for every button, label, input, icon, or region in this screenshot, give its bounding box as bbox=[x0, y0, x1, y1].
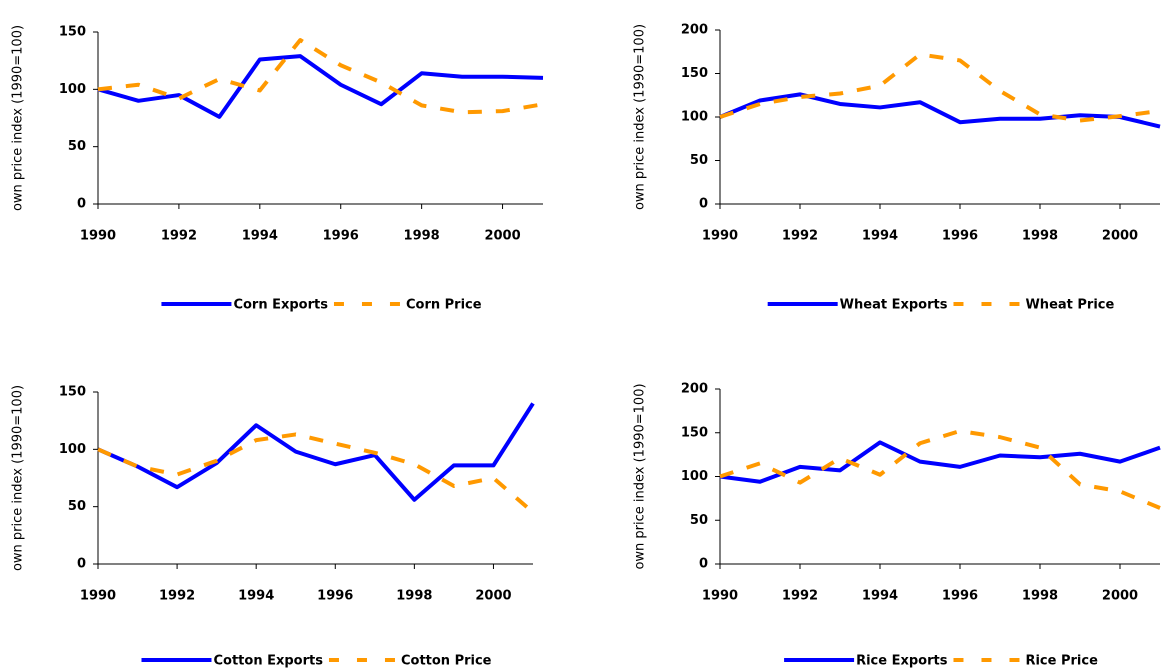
y-tick-label: 150 bbox=[59, 385, 86, 400]
x-tick-label: 1998 bbox=[396, 589, 432, 604]
y-tick-label: 200 bbox=[681, 382, 708, 397]
y-axis-label: own price index (1990=100) bbox=[633, 383, 648, 569]
y-tick-label: 150 bbox=[59, 25, 86, 40]
y-tick-label: 0 bbox=[699, 197, 708, 212]
series-line bbox=[719, 429, 1161, 510]
y-tick-label: 0 bbox=[77, 197, 86, 212]
x-tick-label: 1992 bbox=[782, 589, 818, 604]
x-tick-label: 1994 bbox=[238, 589, 274, 604]
y-tick-label: 50 bbox=[690, 153, 708, 168]
series-line bbox=[97, 38, 544, 115]
y-tick-label: 50 bbox=[68, 499, 86, 514]
y-tick-label: 150 bbox=[681, 425, 708, 440]
x-tick-label: 2000 bbox=[1102, 229, 1138, 244]
x-tick-label: 1992 bbox=[159, 589, 195, 604]
x-tick-label: 1994 bbox=[862, 589, 898, 604]
x-tick-label: 1990 bbox=[702, 229, 738, 244]
series-line bbox=[97, 402, 535, 502]
x-tick-label: 1990 bbox=[80, 589, 116, 604]
series-line bbox=[719, 52, 1161, 123]
x-tick-label: 2000 bbox=[484, 229, 520, 244]
y-tick-label: 100 bbox=[681, 469, 708, 484]
series-line bbox=[97, 54, 544, 119]
series-line bbox=[719, 92, 1161, 129]
x-tick-label: 1994 bbox=[862, 229, 898, 244]
legend-label: Wheat Exports bbox=[840, 298, 948, 313]
x-tick-label: 1996 bbox=[323, 229, 359, 244]
y-tick-label: 200 bbox=[681, 23, 708, 38]
x-tick-label: 1990 bbox=[80, 229, 116, 244]
x-tick-label: 1998 bbox=[1022, 589, 1058, 604]
legend-label: Rice Price bbox=[1025, 654, 1098, 669]
x-tick-label: 1998 bbox=[1022, 229, 1058, 244]
y-tick-label: 100 bbox=[59, 82, 86, 97]
x-tick-label: 1996 bbox=[317, 589, 353, 604]
y-axis-label: own price index (1990=100) bbox=[11, 25, 26, 211]
series-line bbox=[719, 440, 1161, 484]
y-tick-label: 150 bbox=[681, 66, 708, 81]
legend-label: Rice Exports bbox=[856, 654, 948, 669]
y-axis-label: own price index (1990=100) bbox=[633, 24, 648, 210]
y-tick-label: 100 bbox=[681, 110, 708, 125]
legend-label: Cotton Exports bbox=[213, 654, 323, 669]
x-tick-label: 1998 bbox=[404, 229, 440, 244]
x-tick-label: 1990 bbox=[702, 589, 738, 604]
y-tick-label: 0 bbox=[77, 557, 86, 572]
legend-label: Corn Price bbox=[406, 298, 482, 313]
x-tick-label: 1992 bbox=[161, 229, 197, 244]
y-tick-label: 50 bbox=[68, 139, 86, 154]
x-tick-label: 1992 bbox=[782, 229, 818, 244]
y-tick-label: 50 bbox=[690, 513, 708, 528]
legend-label: Corn Exports bbox=[233, 298, 328, 313]
x-tick-label: 1994 bbox=[242, 229, 278, 244]
y-tick-label: 0 bbox=[699, 557, 708, 572]
x-tick-label: 1996 bbox=[942, 589, 978, 604]
series-line bbox=[97, 432, 535, 514]
x-tick-label: 2000 bbox=[475, 589, 511, 604]
x-tick-label: 1996 bbox=[942, 229, 978, 244]
y-axis-label: own price index (1990=100) bbox=[11, 385, 26, 571]
x-tick-label: 2000 bbox=[1102, 589, 1138, 604]
y-tick-label: 100 bbox=[59, 442, 86, 457]
legend-label: Cotton Price bbox=[401, 654, 492, 669]
legend-label: Wheat Price bbox=[1025, 298, 1114, 313]
